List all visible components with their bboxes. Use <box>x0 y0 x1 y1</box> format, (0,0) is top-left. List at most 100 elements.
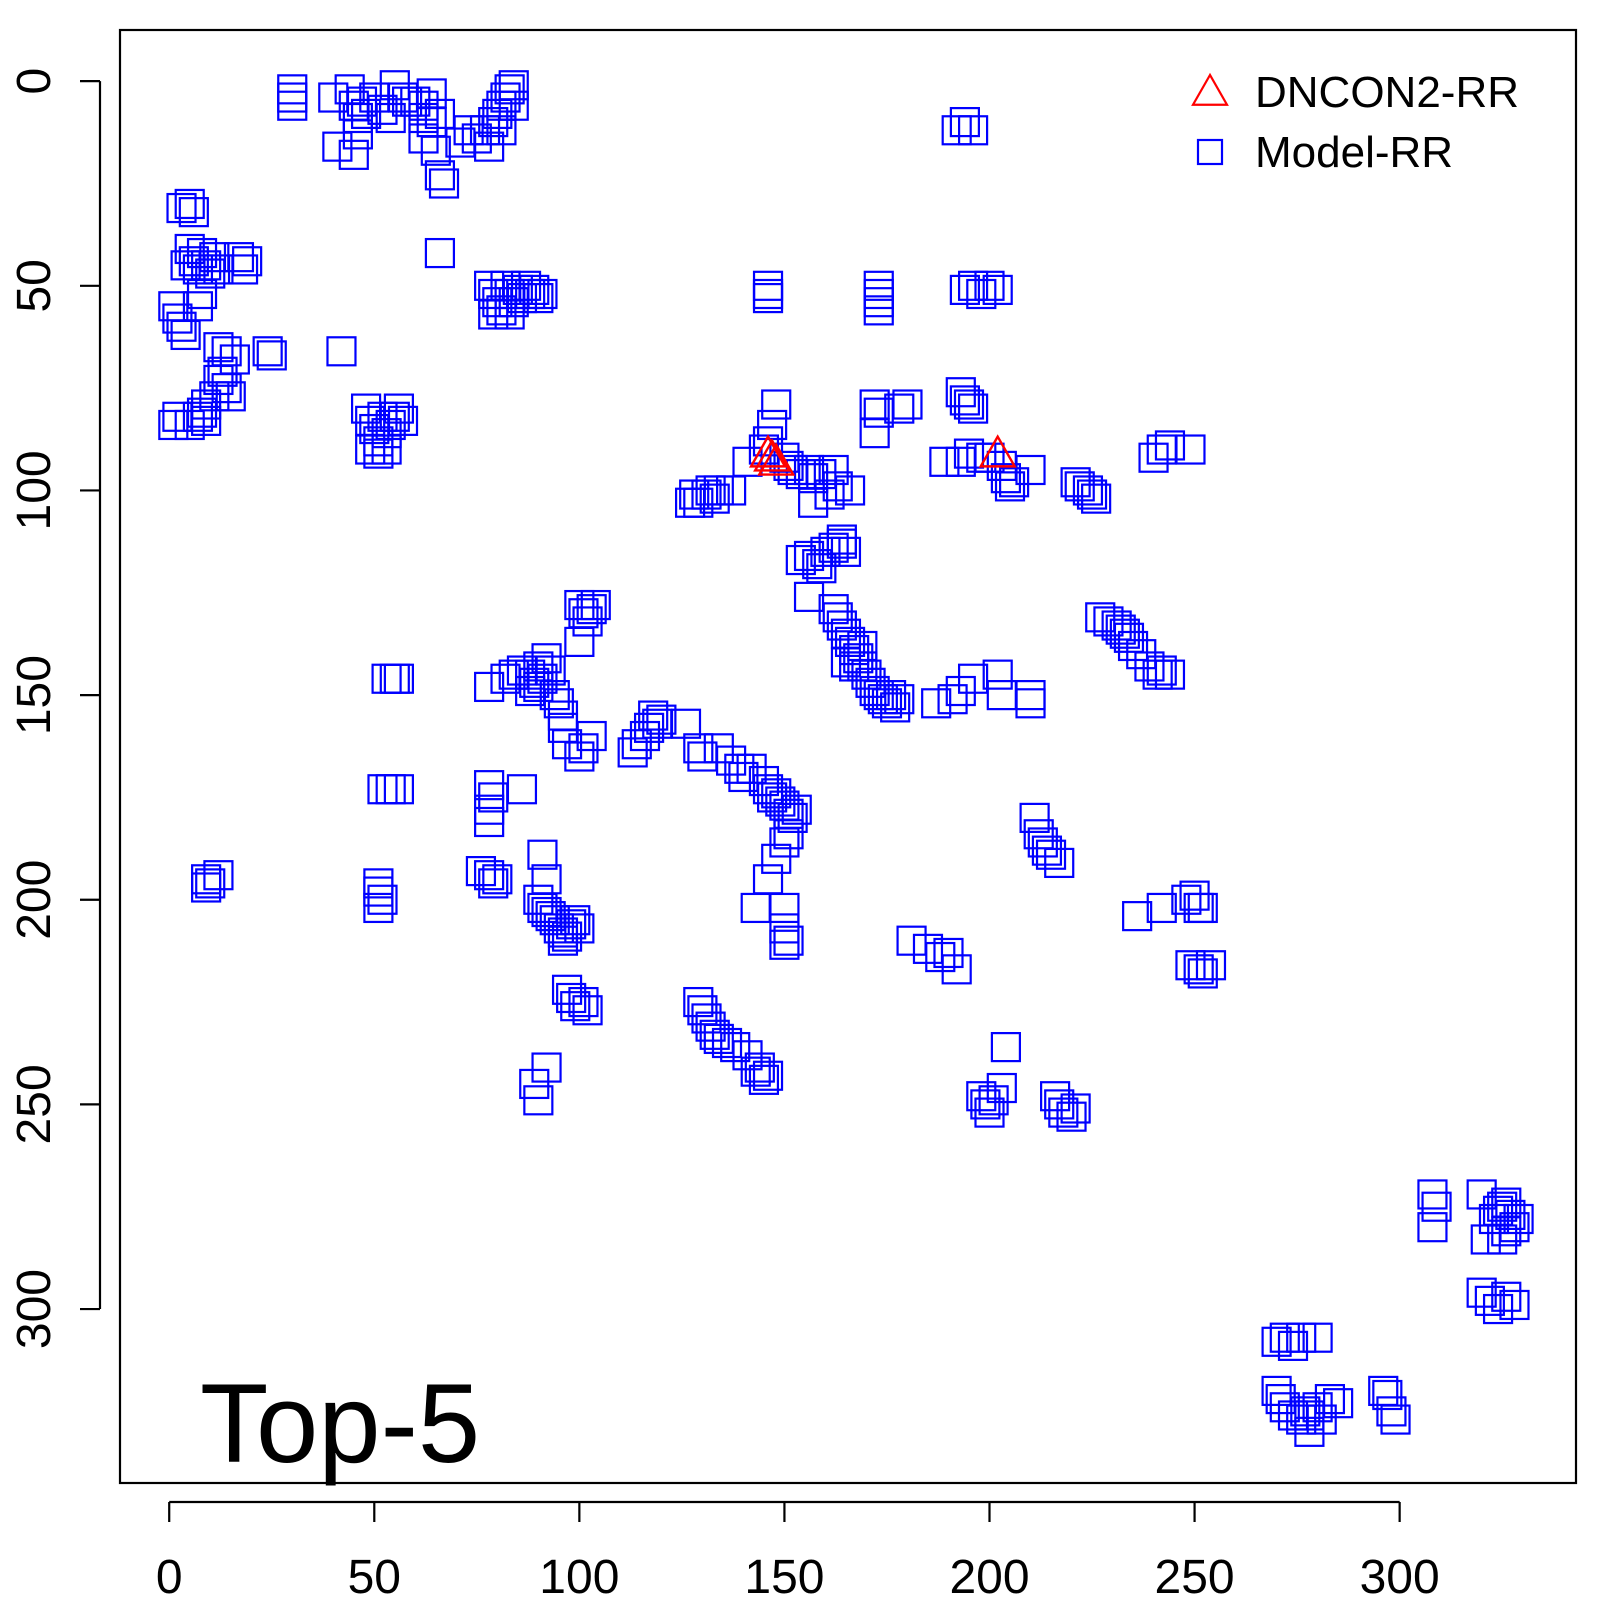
model-rr-point <box>195 868 226 899</box>
model-rr-point <box>982 659 1013 690</box>
model-rr-point <box>1171 884 1202 915</box>
legend-marker-model-rr <box>1196 138 1224 166</box>
model-rr-point <box>539 905 570 936</box>
model-rr-point <box>1154 659 1186 690</box>
model-rr-point <box>978 1085 1009 1116</box>
model-rr-point <box>1286 1404 1317 1435</box>
model-rr-point <box>633 712 665 743</box>
model-rr-point <box>478 299 509 330</box>
legend-label-model-rr: Model-RR <box>1255 128 1453 177</box>
model-rr-point <box>1302 1322 1333 1353</box>
model-rr-point <box>822 602 853 633</box>
model-rr-point <box>474 131 505 162</box>
model-rr-point <box>752 426 784 457</box>
model-rr-point <box>839 651 870 682</box>
model-rr-point <box>716 475 747 506</box>
model-rr-point <box>1035 839 1067 870</box>
model-rr-point <box>1294 1416 1325 1447</box>
model-rr-point <box>826 524 857 555</box>
model-rr-point <box>1146 655 1177 686</box>
model-rr-point <box>162 401 193 432</box>
model-rr-point <box>761 389 792 420</box>
model-rr-point <box>408 102 439 134</box>
model-rr-point <box>191 872 222 903</box>
model-rr-point <box>830 536 862 567</box>
model-rr-point <box>1015 688 1046 719</box>
model-rr-point <box>1372 1379 1403 1411</box>
model-rr-point <box>777 802 808 833</box>
panel-annotation: Top-5 <box>200 1361 480 1486</box>
model-rr-point <box>379 401 410 432</box>
model-rr-point <box>1314 1383 1346 1415</box>
model-rr-point <box>1474 1285 1505 1316</box>
model-rr-point <box>342 119 373 150</box>
model-rr-point <box>469 115 501 146</box>
legend-marker-dncon2-rr <box>1191 72 1229 106</box>
model-rr-point <box>773 819 804 850</box>
model-rr-point <box>765 786 796 817</box>
legend: DNCON2-RR Model-RR <box>1191 68 1519 177</box>
model-rr-point <box>1269 1322 1300 1353</box>
model-rr-point <box>170 319 201 351</box>
model-rr-point <box>994 471 1026 502</box>
model-rr-point <box>1179 880 1210 911</box>
model-rr-point <box>223 242 255 273</box>
model-rr-point <box>182 254 214 285</box>
model-rr-point <box>474 671 505 703</box>
model-rr-point <box>1044 1089 1075 1120</box>
model-rr-point <box>424 98 456 130</box>
model-rr-point <box>617 737 648 768</box>
model-rr-point <box>256 340 287 371</box>
model-rr-point <box>232 246 263 277</box>
model-rr-point <box>523 1085 554 1116</box>
y-tick-label: 200 <box>8 860 61 940</box>
model-rr-point <box>1146 892 1177 924</box>
model-rr-point <box>203 364 234 396</box>
model-rr-point <box>1187 958 1218 989</box>
model-rr-point <box>896 925 927 956</box>
model-rr-point <box>482 287 513 318</box>
model-rr-point <box>839 634 870 666</box>
model-rr-point <box>785 544 816 576</box>
model-rr-point <box>564 913 595 944</box>
model-rr-point <box>576 594 607 625</box>
model-rr-point <box>363 876 394 907</box>
model-rr-point <box>957 270 989 301</box>
plot-frame <box>118 28 1578 1485</box>
model-rr-point <box>945 675 976 707</box>
model-rr-point <box>884 393 915 424</box>
model-rr-point <box>1466 1277 1497 1308</box>
x-tick-label: 200 <box>949 1551 1029 1600</box>
model-rr-point <box>773 925 804 956</box>
model-rr-point <box>859 675 890 707</box>
model-rr-point <box>1376 1396 1407 1427</box>
model-rr-point <box>1265 1383 1296 1415</box>
model-rr-point <box>949 385 980 416</box>
model-rr-point <box>687 995 718 1026</box>
model-rr-point <box>752 1060 784 1091</box>
model-rr-point <box>519 667 550 698</box>
model-rr-point <box>564 741 595 772</box>
model-rr-point <box>568 986 599 1018</box>
model-rr-point <box>178 197 209 228</box>
model-rr-point <box>1105 614 1136 645</box>
model-rr-point <box>711 1027 743 1059</box>
x-tick-label: 100 <box>539 1551 619 1600</box>
model-rr-point <box>921 688 952 719</box>
model-rr-point <box>1195 950 1227 981</box>
model-rr-point <box>474 770 505 801</box>
model-rr-point <box>970 1089 1001 1120</box>
model-rr-point <box>691 479 722 510</box>
model-rr-point <box>572 995 603 1026</box>
model-rr-point <box>428 168 460 199</box>
model-rr-point <box>966 278 997 310</box>
model-rr-point <box>178 246 209 277</box>
dncon2-rr-point <box>757 442 796 476</box>
model-rr-point <box>736 753 767 784</box>
model-rr-point <box>465 856 497 887</box>
model-rr-point <box>830 647 862 678</box>
model-rr-point <box>1015 454 1046 486</box>
model-rr-point <box>174 188 205 220</box>
model-rr-point <box>375 102 406 134</box>
model-rr-point <box>1093 606 1124 637</box>
